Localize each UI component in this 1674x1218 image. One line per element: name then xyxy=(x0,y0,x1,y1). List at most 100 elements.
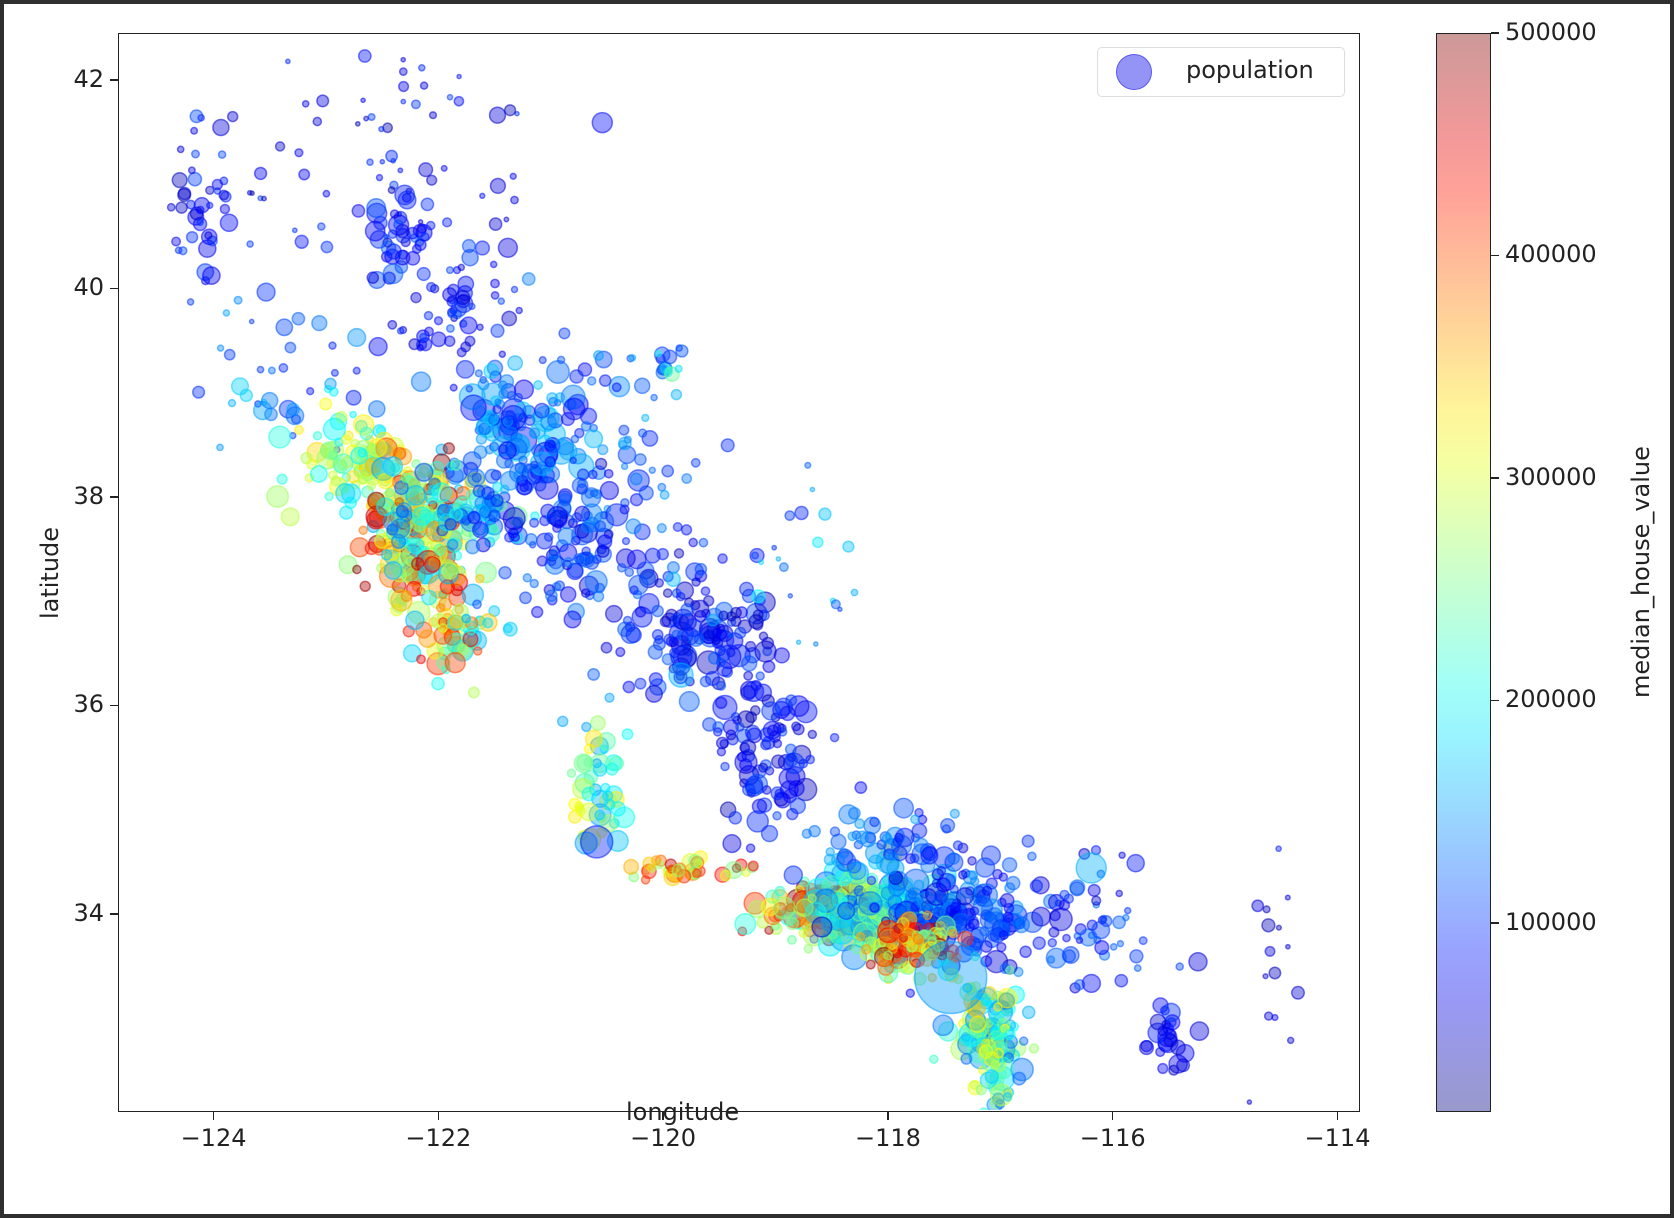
data-point xyxy=(978,1044,994,1059)
data-point xyxy=(328,470,338,480)
data-point xyxy=(980,996,991,1007)
data-point xyxy=(202,266,221,285)
data-point xyxy=(544,439,557,452)
data-point xyxy=(823,853,836,866)
data-point xyxy=(604,604,623,623)
data-point xyxy=(605,503,629,527)
data-point xyxy=(901,925,912,937)
data-point xyxy=(528,517,540,528)
data-point xyxy=(569,447,587,465)
data-point xyxy=(1027,851,1037,862)
data-point xyxy=(734,626,747,639)
data-point xyxy=(444,517,457,531)
data-point xyxy=(744,640,757,653)
data-point xyxy=(743,670,754,681)
data-point xyxy=(400,589,413,603)
data-point xyxy=(489,177,507,195)
data-point xyxy=(783,865,804,885)
data-point xyxy=(291,311,306,326)
data-point xyxy=(670,645,693,668)
data-point xyxy=(166,202,176,212)
data-point xyxy=(681,473,693,484)
data-point xyxy=(1251,899,1265,913)
data-point xyxy=(962,982,973,993)
data-point xyxy=(1012,915,1030,934)
data-point xyxy=(471,472,482,483)
data-point xyxy=(546,360,570,384)
data-point xyxy=(785,694,798,707)
data-point xyxy=(905,988,916,998)
data-point xyxy=(410,291,422,304)
colorbar-tick-label: 100000 xyxy=(1505,907,1597,936)
data-point xyxy=(1091,895,1102,906)
data-point xyxy=(949,808,960,819)
data-point xyxy=(366,197,387,219)
data-point xyxy=(665,571,681,588)
data-point xyxy=(774,885,786,897)
data-point xyxy=(996,942,1007,953)
data-point xyxy=(764,925,774,935)
data-point xyxy=(979,1107,989,1110)
data-point xyxy=(948,928,958,939)
data-point xyxy=(798,928,808,938)
data-point xyxy=(807,729,818,740)
data-point xyxy=(717,553,728,564)
data-point xyxy=(423,555,441,573)
data-point xyxy=(975,1084,987,1096)
data-point xyxy=(256,365,265,374)
data-point xyxy=(675,344,689,358)
data-point xyxy=(913,940,988,1015)
data-point xyxy=(932,1014,955,1037)
data-point xyxy=(739,581,754,597)
data-point xyxy=(468,302,476,311)
data-point xyxy=(722,834,742,854)
y-tick-label: 38 xyxy=(73,481,104,510)
data-point xyxy=(659,615,672,628)
data-point xyxy=(510,285,519,294)
data-point xyxy=(570,535,581,546)
data-point xyxy=(929,1054,939,1064)
data-point xyxy=(651,604,664,618)
x-tick-label: −120 xyxy=(630,1124,697,1152)
data-point xyxy=(351,204,366,218)
data-point xyxy=(494,398,502,406)
scatter-plot-axes xyxy=(118,33,1360,1112)
data-point xyxy=(538,356,547,365)
data-point xyxy=(599,480,620,501)
data-point xyxy=(791,721,802,732)
data-point xyxy=(641,413,650,423)
data-point xyxy=(592,590,605,603)
data-point xyxy=(1188,952,1208,972)
data-point xyxy=(441,562,459,580)
data-point xyxy=(984,949,1009,974)
data-point xyxy=(622,680,636,694)
data-point xyxy=(490,323,505,338)
data-point xyxy=(189,206,204,221)
data-point xyxy=(456,73,462,80)
data-point xyxy=(847,831,858,842)
data-point xyxy=(187,166,196,175)
data-point xyxy=(996,987,1018,1009)
data-point xyxy=(430,331,447,348)
data-point xyxy=(880,885,896,901)
y-tick-mark xyxy=(110,913,118,915)
data-point xyxy=(443,335,456,347)
data-point xyxy=(947,852,960,865)
data-point xyxy=(397,190,417,210)
data-point xyxy=(818,507,832,521)
data-point xyxy=(907,889,918,900)
data-point xyxy=(471,521,489,539)
data-point xyxy=(309,464,328,483)
data-point xyxy=(771,754,786,769)
data-point xyxy=(488,217,503,231)
colorbar-tick-mark xyxy=(1491,922,1499,924)
data-point xyxy=(773,647,790,664)
data-point xyxy=(1018,1036,1029,1046)
data-point xyxy=(795,898,814,917)
data-point xyxy=(1090,845,1102,856)
data-point xyxy=(1094,939,1110,956)
data-point xyxy=(704,670,721,687)
data-point xyxy=(586,376,597,386)
data-point xyxy=(581,721,592,733)
data-point xyxy=(466,626,477,636)
